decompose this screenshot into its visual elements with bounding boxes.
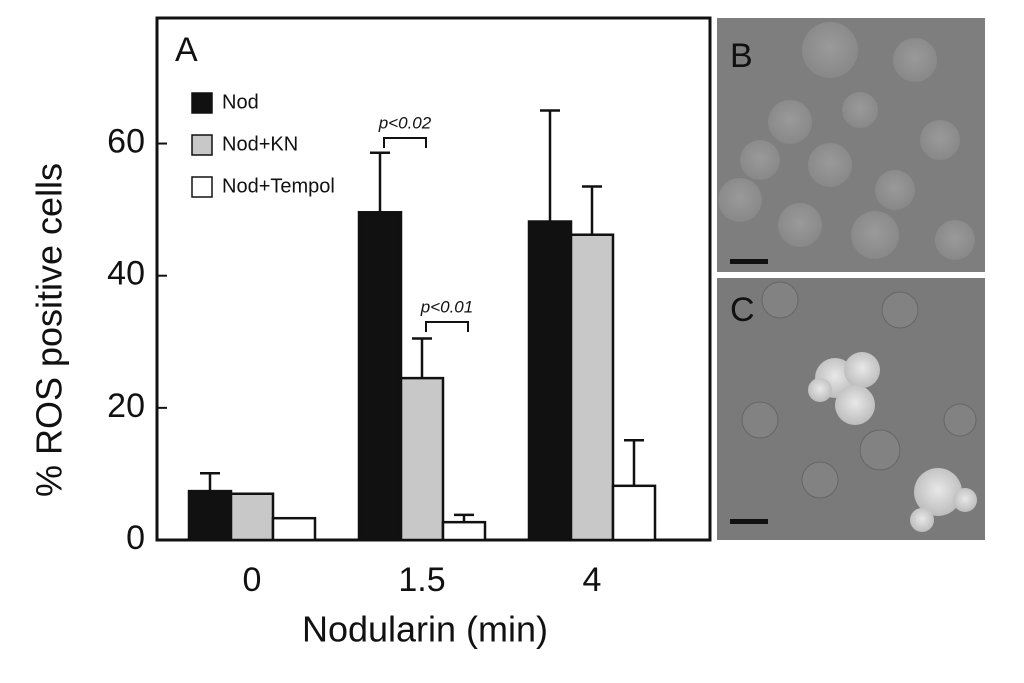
y-tick-label: 40 [107, 255, 145, 293]
legend-label: Nod+KN [222, 133, 298, 155]
bar [441, 520, 487, 542]
bar [271, 516, 317, 542]
y-tick-label: 60 [107, 123, 145, 161]
error-bar [370, 151, 390, 213]
micrograph-c: C [717, 278, 985, 540]
significance-label: p<0.01 [420, 297, 473, 316]
significance-bracket [425, 321, 469, 332]
legend-swatch [191, 176, 213, 198]
bar [611, 484, 657, 542]
bar [357, 211, 403, 542]
legend-swatch [191, 92, 213, 114]
legend-swatch [191, 134, 213, 156]
bar [187, 489, 233, 542]
significance-bracket [383, 137, 427, 148]
significance-label: p<0.02 [378, 113, 432, 132]
panel-label: B [730, 37, 753, 75]
error-bar [540, 109, 560, 222]
bar [569, 233, 615, 542]
bar [229, 492, 275, 542]
legend-label: Nod+Tempol [222, 175, 335, 197]
y-tick-label: 0 [126, 519, 145, 557]
error-bar [412, 337, 432, 379]
x-tick-label: 0 [243, 561, 262, 599]
error-bar [582, 185, 602, 235]
bar [527, 220, 573, 542]
error-bar [200, 472, 220, 492]
x-axis-label: Nodularin (min) [302, 609, 548, 650]
panel-label: C [730, 291, 755, 329]
legend-label: Nod [222, 91, 259, 113]
x-tick-label: 1.5 [398, 561, 445, 599]
y-axis-label: % ROS positive cells [29, 163, 70, 497]
x-tick-label: 4 [583, 561, 602, 599]
error-bar [624, 438, 644, 486]
panel-label: A [175, 31, 198, 69]
y-tick-label: 20 [107, 387, 145, 425]
micrograph-b: B [717, 18, 985, 272]
bar [399, 376, 445, 542]
